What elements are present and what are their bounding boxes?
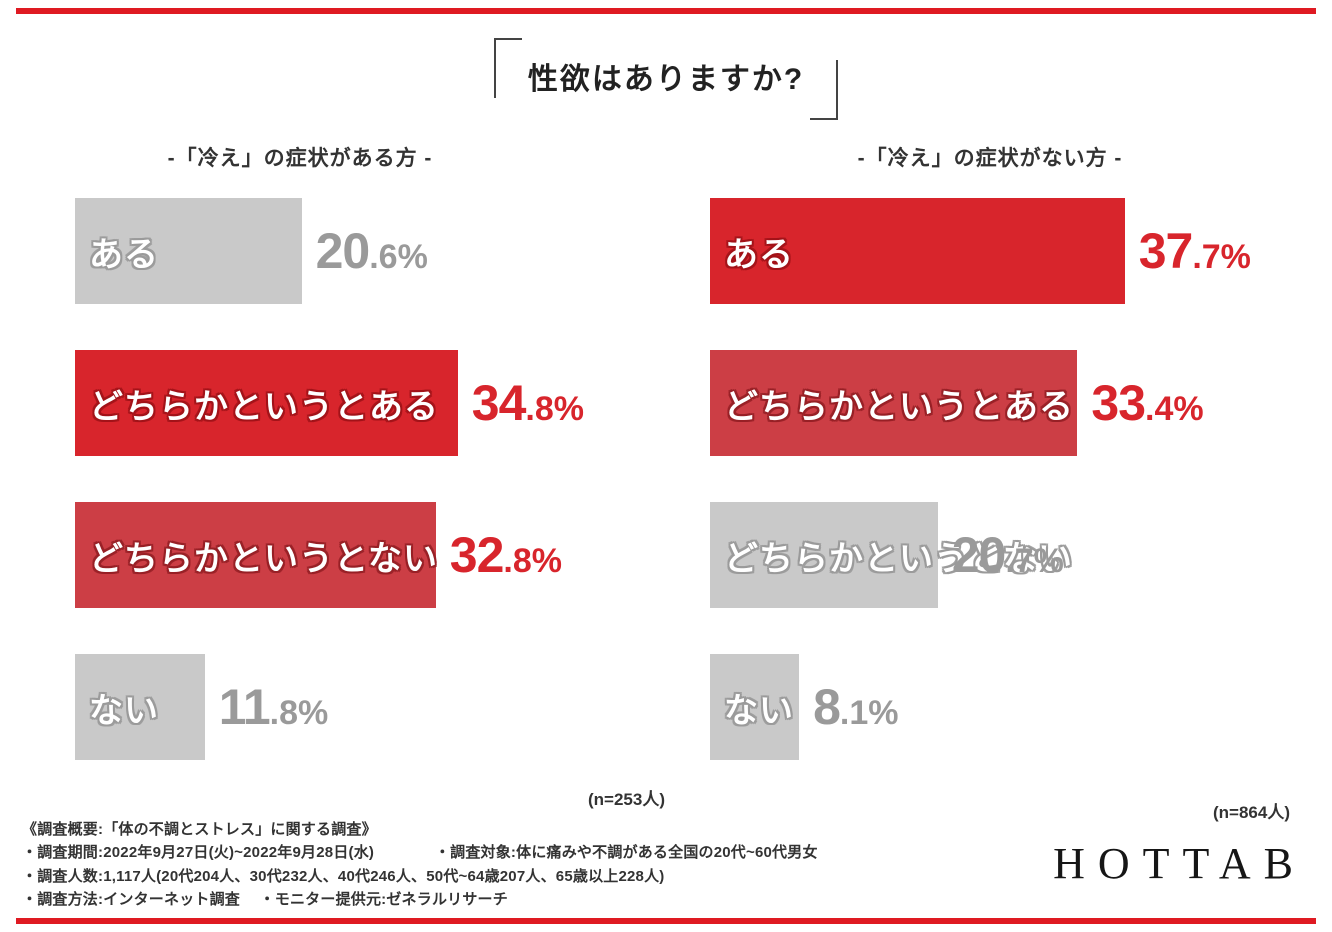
bar-value-label: 34.8% — [471, 375, 585, 431]
title-area: 性欲はありますか? — [0, 38, 1332, 120]
chart-bar: ない — [75, 654, 205, 760]
bar-row: ある 20.6% — [75, 198, 584, 304]
bar-value-label: 20.6% — [315, 223, 428, 279]
survey-overview-line: ・調査期間:2022年9月27日(火)~2022年9月28日(水) ・調査対象:… — [22, 844, 818, 862]
bar-label: どちらかというとない — [89, 539, 438, 578]
panel-subtitle-right: -「冷え」の症状がない方 - — [857, 147, 1123, 170]
bar-value-label: 8.1% — [813, 679, 899, 735]
bar-label: ある — [89, 235, 159, 274]
bar-value-label: 11.8% — [218, 679, 329, 735]
bar-value-label: 37.7% — [1138, 223, 1251, 279]
bar-label: どちらかというとある — [724, 387, 1074, 426]
chart-bar: ある — [75, 198, 302, 304]
bar-label: どちらかというとない — [724, 539, 1073, 578]
bar-row: どちらかというとない 32.8% — [75, 502, 584, 608]
chart-bar: ある — [710, 198, 1125, 304]
title-bracket-box: 性欲はありますか? — [493, 38, 839, 120]
page-title: 性欲はありますか? — [527, 63, 805, 96]
survey-overview-line: ・調査方法:インターネット調査 ・モニター提供元:ゼネラルリサーチ — [22, 890, 508, 908]
chart-bar: どちらかというとない — [75, 502, 438, 608]
bar-row: どちらかというとない 20.7% — [710, 502, 1251, 608]
bar-label: ある — [724, 235, 794, 274]
bar-row: どちらかというとある 34.8% — [75, 350, 584, 456]
bottom-red-rule — [16, 918, 1316, 924]
survey-overview-line: 《調査概要:「体の不調とストレス」に関する調査》 — [22, 821, 377, 838]
chart-bar: どちらかというとない — [710, 502, 1072, 608]
survey-overview: 《調査概要:「体の不調とストレス」に関する調査》 ・調査期間:2022年9月27… — [22, 818, 818, 911]
top-red-rule — [16, 8, 1316, 14]
sample-size-right: (n=864人) — [1213, 803, 1290, 822]
bar-value-label: 20.7% — [951, 527, 1064, 583]
hottab-logo: HOTTAB — [1053, 839, 1306, 888]
bar-row: ある 37.7% — [710, 198, 1251, 304]
bar-row: ない 8.1% — [710, 654, 1251, 760]
chart-panel-symptom-absent: ある 37.7% どちらかというとある 33.4% どちらかというとない 20.… — [710, 198, 1251, 806]
sample-size-left: (n=253人) — [588, 790, 665, 809]
bar-label: ない — [89, 691, 159, 730]
bar-value-label: 33.4% — [1091, 375, 1204, 431]
bar-row: ない 11.8% — [75, 654, 584, 760]
chart-bar: ない — [710, 654, 800, 760]
bar-value-label: 32.8% — [449, 527, 563, 583]
bar-row: どちらかというとある 33.4% — [710, 350, 1251, 456]
panel-subtitle-left: -「冷え」の症状がある方 - — [167, 147, 433, 170]
bar-label: どちらかというとある — [89, 387, 439, 426]
chart-panel-symptom-present: ある 20.6% どちらかというとある 34.8% どちらかというとない 32.… — [75, 198, 584, 806]
bar-label: ない — [724, 691, 794, 730]
survey-overview-line: ・調査人数:1,117人(20代204人、30代232人、40代246人、50代… — [22, 867, 665, 885]
chart-bar: どちらかというとある — [710, 350, 1078, 456]
chart-bar: どちらかというとある — [75, 350, 458, 456]
